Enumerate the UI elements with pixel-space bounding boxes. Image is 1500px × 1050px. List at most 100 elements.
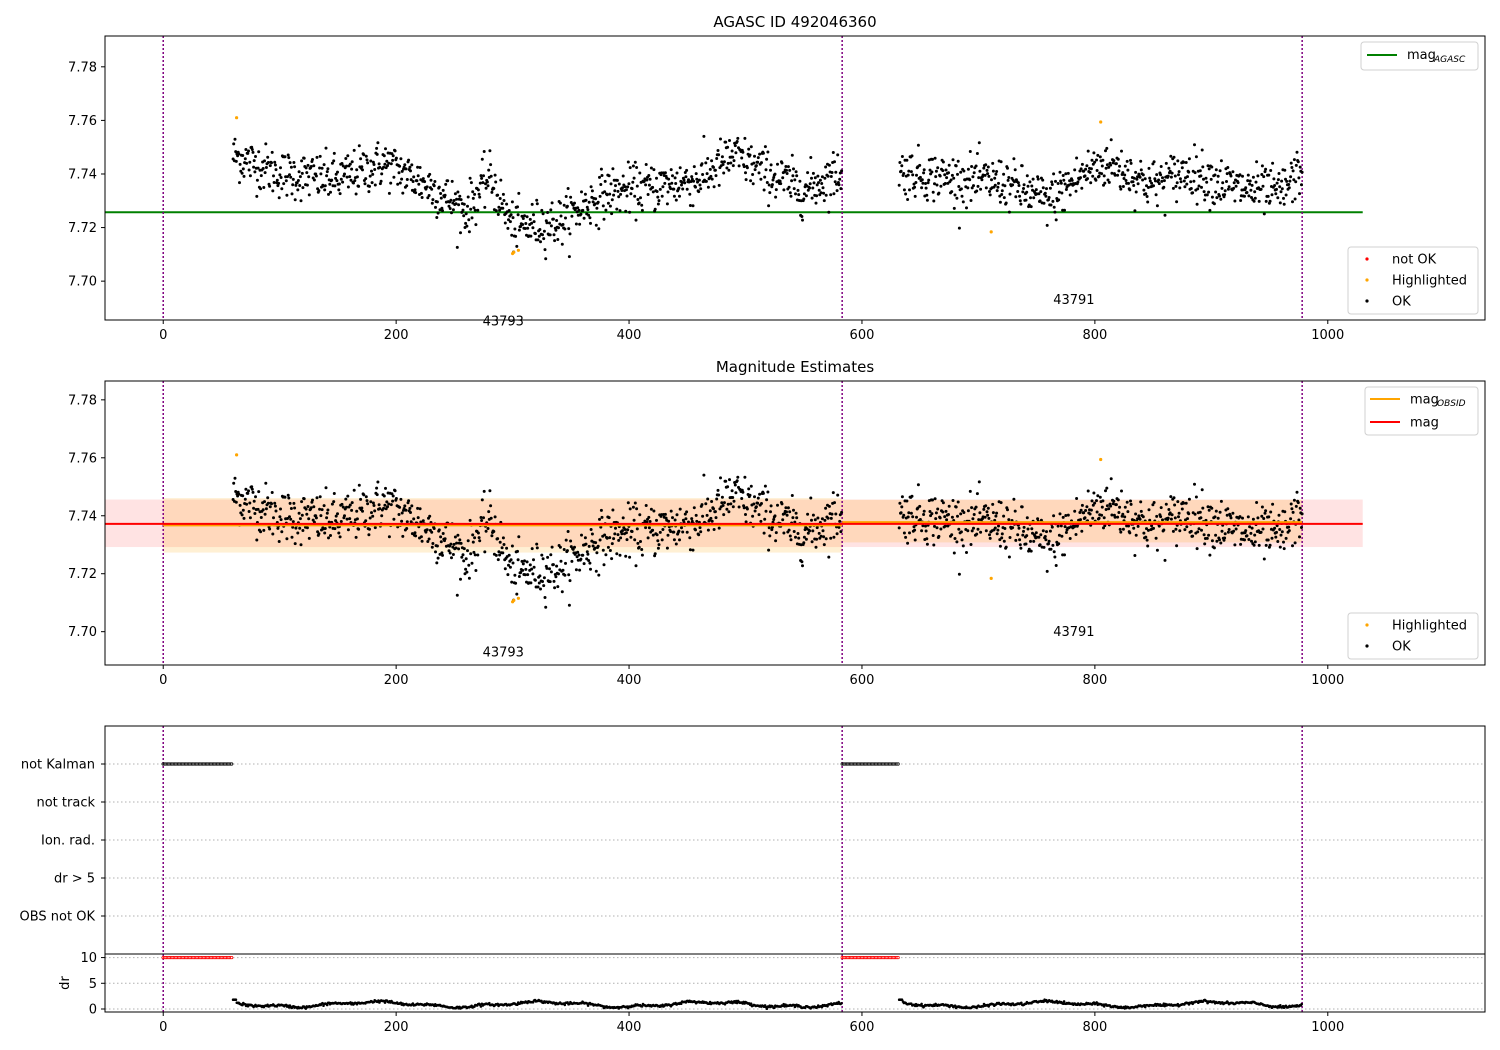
estimates-ok-point-1555 bbox=[1284, 536, 1288, 540]
agasc-ok-point-431 bbox=[507, 209, 511, 212]
agasc-ok-point-627 bbox=[633, 194, 637, 198]
agasc-ok-point-837 bbox=[767, 183, 771, 187]
estimates-ok-point-1290 bbox=[1114, 503, 1118, 507]
agasc-ok-point-152 bbox=[329, 190, 332, 194]
estimates-ok-point-194 bbox=[355, 517, 359, 521]
estimates-ok-point-422 bbox=[501, 536, 505, 540]
estimates-ok-point-678 bbox=[665, 546, 669, 550]
agasc-ok-point-1199 bbox=[1056, 182, 1060, 185]
agasc-ok-point-1383 bbox=[1174, 184, 1178, 188]
estimates-ok-point-388 bbox=[480, 519, 484, 522]
agasc-ok-point-1473 bbox=[1232, 186, 1236, 190]
agasc-ok-point-1051 bbox=[961, 200, 965, 204]
agasc-ok-point-369 bbox=[467, 230, 471, 234]
agasc-ok-point-1068 bbox=[972, 171, 976, 175]
agasc-ok-point-1462 bbox=[1225, 180, 1228, 183]
estimates-ok-point-906 bbox=[811, 513, 815, 517]
estimates-ok-point-1522 bbox=[1263, 511, 1267, 515]
agasc-ok-point-579 bbox=[602, 217, 606, 221]
agasc-ok-point-1540 bbox=[1275, 187, 1278, 191]
estimates-ok-point-846 bbox=[773, 514, 777, 518]
estimates-ok-point-142 bbox=[322, 504, 326, 508]
agasc-ok-point-1118 bbox=[1004, 201, 1008, 205]
agasc-ok-point-1187 bbox=[1048, 186, 1052, 190]
agasc-ok-point-966 bbox=[907, 169, 911, 173]
agasc-ok-point-320 bbox=[436, 211, 440, 215]
agasc-ok-point-1501 bbox=[1250, 196, 1253, 199]
estimates-ok-point-1354 bbox=[1155, 548, 1159, 552]
agasc-ok-point-1203 bbox=[1059, 179, 1063, 183]
agasc-ok-point-177 bbox=[345, 164, 348, 168]
agasc-ok-point-523 bbox=[566, 187, 570, 190]
agasc-ok-point-944 bbox=[836, 153, 840, 157]
estimates-ok-point-1132 bbox=[1013, 509, 1017, 513]
agasc-ok-point-724 bbox=[695, 177, 699, 181]
agasc-ok-point-1480 bbox=[1236, 181, 1240, 185]
estimates-ok-point-103 bbox=[297, 511, 301, 515]
agasc-ok-point-763 bbox=[720, 160, 724, 164]
estimates-ok-point-264 bbox=[400, 511, 404, 515]
estimates-ok-point-212 bbox=[367, 533, 371, 537]
estimates-ok-point-1204 bbox=[1059, 524, 1063, 528]
agasc-ok-point-739 bbox=[704, 179, 708, 183]
estimates-ok-point-1103 bbox=[995, 511, 999, 515]
agasc-ok-point-1195 bbox=[1054, 179, 1057, 183]
agasc-ok-point-592 bbox=[610, 198, 614, 202]
agasc-ok-point-1469 bbox=[1229, 174, 1233, 178]
estimates-ok-point-842 bbox=[770, 525, 774, 529]
estimates-ok-point-546 bbox=[581, 553, 585, 557]
estimates-ok-point-368 bbox=[467, 563, 471, 567]
estimates-ok-point-268 bbox=[403, 504, 407, 508]
estimates-ok-point-1013 bbox=[937, 534, 941, 538]
agasc-ok-point-618 bbox=[627, 182, 631, 186]
estimates-ok-point-1140 bbox=[1018, 543, 1022, 547]
estimates-ok-point-1569 bbox=[1293, 541, 1297, 545]
estimates-ok-point-548 bbox=[582, 562, 586, 566]
estimates-ok-point-1083 bbox=[982, 507, 986, 511]
agasc-ok-point-978 bbox=[915, 173, 918, 177]
estimates-ok-point-1075 bbox=[977, 518, 981, 522]
agasc-ok-point-1412 bbox=[1193, 143, 1196, 147]
estimates-ok-point-870 bbox=[788, 534, 792, 538]
agasc-ok-point-572 bbox=[598, 175, 601, 179]
estimates-ok-point-880 bbox=[795, 516, 799, 520]
estimates-ok-point-634 bbox=[637, 545, 641, 549]
agasc-ok-point-567 bbox=[594, 223, 598, 227]
estimates-ok-point-114 bbox=[304, 507, 308, 511]
estimates-ok-point-697 bbox=[678, 538, 681, 542]
estimates-ok-point-878 bbox=[794, 535, 797, 539]
estimates-ok-point-324 bbox=[439, 535, 443, 539]
agasc-ok-point-1307 bbox=[1125, 159, 1129, 163]
agasc-ok-point-33 bbox=[252, 159, 256, 163]
agasc-ok-point-1171 bbox=[1038, 199, 1042, 203]
agasc-ok-point-902 bbox=[809, 156, 813, 159]
estimates-ok-point-1552 bbox=[1282, 547, 1286, 551]
estimates-ok-point-1428 bbox=[1203, 542, 1207, 546]
agasc-ok-point-371 bbox=[469, 207, 473, 211]
agasc-ok-point-964 bbox=[906, 198, 910, 201]
estimates-ok-point-117 bbox=[306, 505, 310, 508]
agasc-ok-point-642 bbox=[642, 179, 646, 183]
estimates-ok-point-1347 bbox=[1151, 503, 1155, 507]
agasc-ok-point-1063 bbox=[969, 199, 973, 202]
agasc-ok-point-1400 bbox=[1185, 182, 1189, 186]
dr-ok-point-556 bbox=[749, 1002, 753, 1005]
dr-ok-point-439 bbox=[640, 1005, 644, 1008]
estimates-ok-point-930 bbox=[827, 555, 831, 559]
agasc-ok-point-21 bbox=[245, 161, 249, 165]
estimates-ok-point-379 bbox=[474, 569, 478, 572]
agasc-ok-point-661 bbox=[655, 176, 658, 180]
agasc-ok-point-1329 bbox=[1139, 168, 1143, 172]
agasc-ok-point-1036 bbox=[952, 176, 956, 180]
agasc-ok-point-244 bbox=[387, 191, 391, 195]
agasc-ok-point-599 bbox=[615, 207, 619, 211]
estimates-ok-point-385 bbox=[478, 539, 482, 543]
estimates-ok-point-1139 bbox=[1018, 538, 1022, 542]
estimates-legend-marker-0 bbox=[1365, 623, 1369, 627]
estimates-ok-point-356 bbox=[459, 541, 463, 545]
agasc-ok-point-1265 bbox=[1098, 155, 1102, 159]
agasc-ok-point-529 bbox=[570, 214, 574, 218]
agasc-ok-point-115 bbox=[305, 171, 309, 175]
agasc-ok-point-764 bbox=[720, 155, 724, 159]
